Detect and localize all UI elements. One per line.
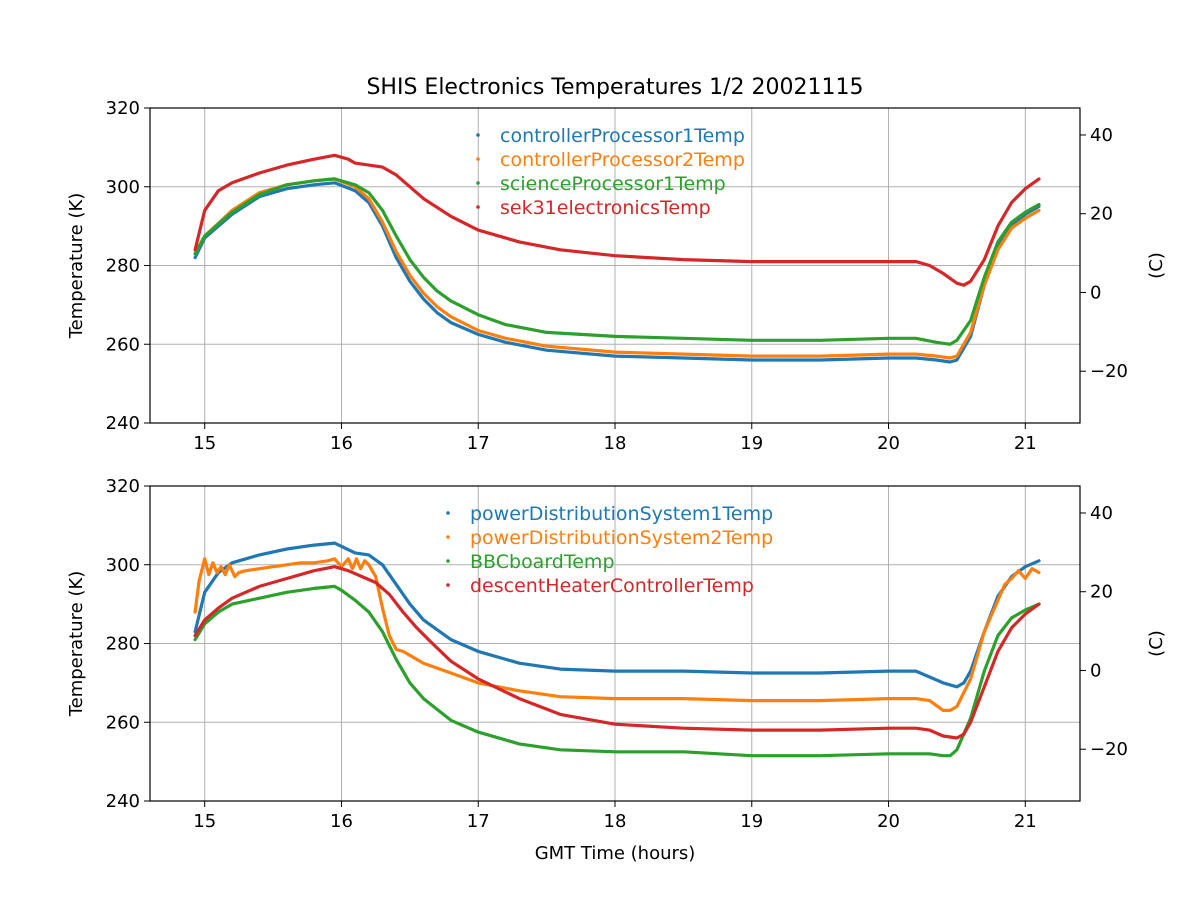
temperature-chart-top: 15 16 17 18 19 20 21 240 260 280 300 320 −20 0 20 40 Tem… <box>66 98 1167 454</box>
y-tick-label: 320 <box>106 476 140 497</box>
series-line <box>193 541 1041 689</box>
x-tick-label: 19 <box>740 433 763 454</box>
y-tick-label: 260 <box>106 712 140 733</box>
x-tick-label: 15 <box>193 811 216 832</box>
legend-marker <box>446 559 450 563</box>
x-tick-label: 16 <box>330 433 353 454</box>
legend-marker <box>476 181 480 185</box>
legend-marker <box>476 133 480 137</box>
legend-marker <box>446 583 450 587</box>
legend-marker <box>446 535 450 539</box>
legend-marker <box>476 157 480 161</box>
right-y-tick-label: 20 <box>1090 204 1113 225</box>
y-tick-label: 320 <box>106 98 140 119</box>
right-y-axis-label: (C) <box>1146 630 1167 657</box>
series-line <box>193 153 1041 287</box>
legend-entry: scienceProcessor1Temp <box>500 173 726 195</box>
plot-frame <box>149 107 1081 424</box>
y-tick-label: 300 <box>106 177 140 198</box>
x-tick-label: 17 <box>467 433 490 454</box>
series-line <box>193 557 1041 713</box>
x-tick-label: 18 <box>604 811 627 832</box>
series-line <box>193 565 1041 740</box>
temperature-chart-bottom: 15 16 17 18 19 20 21 240 260 280 300 320 −20 0 20 40 Tem… <box>66 476 1167 864</box>
x-tick-label: 18 <box>604 433 627 454</box>
right-y-tick-label: −20 <box>1090 361 1128 382</box>
plot-frame <box>149 485 1081 802</box>
y-tick-label: 280 <box>106 634 140 655</box>
right-y-tick-label: 40 <box>1090 125 1113 146</box>
x-tick-label: 21 <box>1014 433 1037 454</box>
right-y-tick-label: −20 <box>1090 739 1128 760</box>
legend-entry: BBCboardTemp <box>470 551 615 573</box>
legend-entry: powerDistributionSystem2Temp <box>470 527 773 549</box>
x-tick-label: 17 <box>467 811 490 832</box>
legend-entry: powerDistributionSystem1Temp <box>470 503 773 525</box>
legend-marker <box>446 511 450 515</box>
right-y-tick-label: 40 <box>1090 503 1113 524</box>
y-tick-label: 280 <box>106 256 140 277</box>
y-tick-label: 260 <box>106 334 140 355</box>
legend-entry: controllerProcessor2Temp <box>500 149 745 171</box>
series-line <box>193 181 1041 364</box>
right-y-tick-label: 20 <box>1090 582 1113 603</box>
figure-title: SHIS Electronics Temperatures 1/2 200211… <box>366 75 863 100</box>
x-tick-label: 21 <box>1014 811 1037 832</box>
y-axis-label: Temperature (K) <box>66 571 87 718</box>
y-tick-label: 300 <box>106 555 140 576</box>
x-tick-label: 20 <box>877 811 900 832</box>
right-y-axis-label: (C) <box>1146 252 1167 279</box>
legend-entry: descentHeaterControllerTemp <box>470 575 754 597</box>
x-tick-label: 20 <box>877 433 900 454</box>
x-axis-label: GMT Time (hours) <box>535 843 696 864</box>
legend-entry: controllerProcessor1Temp <box>500 125 745 147</box>
legend-entry: sek31electronicsTemp <box>500 197 711 219</box>
legend-marker <box>476 205 480 209</box>
y-tick-label: 240 <box>106 791 140 812</box>
x-tick-label: 15 <box>193 433 216 454</box>
right-y-tick-label: 0 <box>1090 660 1101 681</box>
right-y-tick-label: 0 <box>1090 282 1101 303</box>
y-axis-label: Temperature (K) <box>66 193 87 340</box>
series-line <box>193 584 1041 758</box>
series-line <box>193 177 1041 346</box>
y-tick-label: 240 <box>106 413 140 434</box>
x-tick-label: 19 <box>740 811 763 832</box>
x-tick-label: 16 <box>330 811 353 832</box>
